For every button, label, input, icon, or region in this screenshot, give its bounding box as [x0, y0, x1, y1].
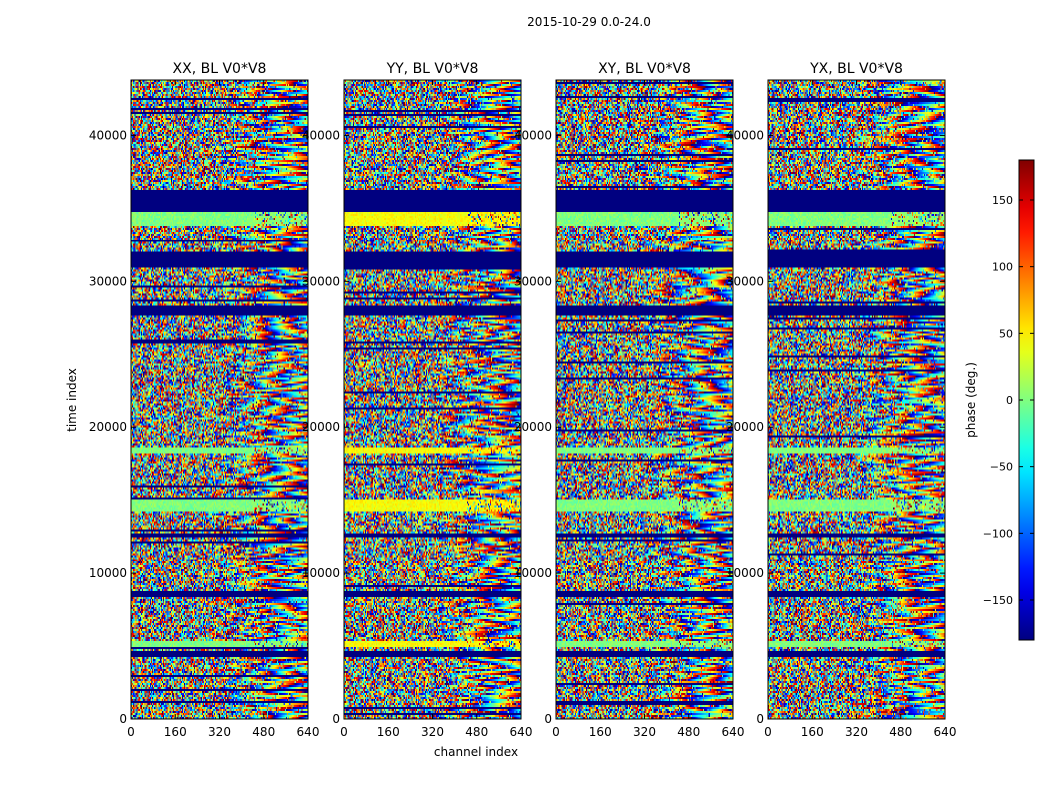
x-tick-label: 480 — [889, 725, 912, 739]
x-tick-label: 160 — [377, 725, 400, 739]
x-tick-label: 0 — [552, 725, 560, 739]
x-tick-label: 320 — [208, 725, 231, 739]
y-axis-label: time index — [65, 368, 79, 432]
y-tick-label: 20000 — [726, 420, 764, 434]
x-tick-label: 480 — [677, 725, 700, 739]
y-tick-label: 0 — [544, 712, 552, 726]
panel-title: XY, BL V0*V8 — [598, 61, 691, 77]
y-tick-label: 20000 — [89, 420, 127, 434]
y-tick-label: 30000 — [726, 274, 764, 288]
x-tick-label: 640 — [510, 725, 533, 739]
x-tick-label: 320 — [633, 725, 656, 739]
y-tick-label: 30000 — [89, 274, 127, 288]
panel-xx: XX, BL V0*V8 0 160 320 480 640 0 10000 20000 3000… — [89, 61, 320, 739]
y-tick-label: 10000 — [514, 566, 552, 580]
y-tick-label: 0 — [119, 712, 127, 726]
x-tick-label: 480 — [252, 725, 275, 739]
y-tick-label: 10000 — [726, 566, 764, 580]
colorbar-tick-label: 50 — [999, 327, 1013, 340]
y-tick-label: 10000 — [302, 566, 340, 580]
x-tick-label: 0 — [127, 725, 135, 739]
heatmap-image — [344, 80, 521, 719]
y-tick-label: 40000 — [302, 128, 340, 142]
y-tick-label: 10000 — [89, 566, 127, 580]
y-tick-label: 20000 — [302, 420, 340, 434]
colorbar-tick-label: −150 — [983, 594, 1013, 607]
heatmap-image — [131, 80, 308, 719]
panel-xy: XY, BL V0*V8 0 160 320 480 640 0 10000 20000 3000… — [514, 61, 745, 739]
x-tick-label: 320 — [845, 725, 868, 739]
panel-title: YX, BL V0*V8 — [809, 61, 903, 77]
x-tick-label: 160 — [164, 725, 187, 739]
heatmap-image — [768, 80, 945, 719]
y-tick-label: 20000 — [514, 420, 552, 434]
x-tick-label: 480 — [465, 725, 488, 739]
y-tick-label: 30000 — [302, 274, 340, 288]
colorbar-tick-label: 0 — [1006, 394, 1013, 407]
x-tick-label: 640 — [722, 725, 745, 739]
x-tick-label: 160 — [589, 725, 612, 739]
x-tick-label: 160 — [801, 725, 824, 739]
panel-yx: YX, BL V0*V8 0 160 320 480 640 0 10000 20000 3000… — [726, 61, 957, 739]
y-tick-label: 0 — [332, 712, 340, 726]
x-tick-label: 0 — [340, 725, 348, 739]
colorbar: −150 −100 −50 0 50 100 150 phase (deg.) — [964, 159, 1035, 641]
colorbar-tick-label: 100 — [992, 261, 1013, 274]
colorbar-tick-label: −50 — [990, 461, 1013, 474]
panel-title: YY, BL V0*V8 — [386, 61, 479, 77]
x-axis-label: channel index — [434, 745, 518, 759]
y-tick-label: 40000 — [514, 128, 552, 142]
x-tick-label: 320 — [421, 725, 444, 739]
colorbar-tick-label: 150 — [992, 194, 1013, 207]
panel-yy: YY, BL V0*V8 0 160 320 480 640 0 10000 20000 3000… — [302, 61, 533, 739]
x-tick-label: 0 — [764, 725, 772, 739]
heatmap-image — [556, 80, 733, 719]
panel-title: XX, BL V0*V8 — [173, 61, 267, 77]
colorbar-label: phase (deg.) — [964, 362, 978, 438]
x-tick-label: 640 — [297, 725, 320, 739]
figure-title: 2015-10-29 0.0-24.0 — [527, 15, 651, 29]
y-tick-label: 40000 — [726, 128, 764, 142]
y-tick-label: 30000 — [514, 274, 552, 288]
y-tick-label: 0 — [756, 712, 764, 726]
colorbar-tick-label: −100 — [983, 527, 1013, 540]
y-tick-label: 40000 — [89, 128, 127, 142]
x-tick-label: 640 — [934, 725, 957, 739]
panels-group: XX, BL V0*V8 0 160 320 480 640 0 10000 20000 3000… — [89, 61, 957, 739]
